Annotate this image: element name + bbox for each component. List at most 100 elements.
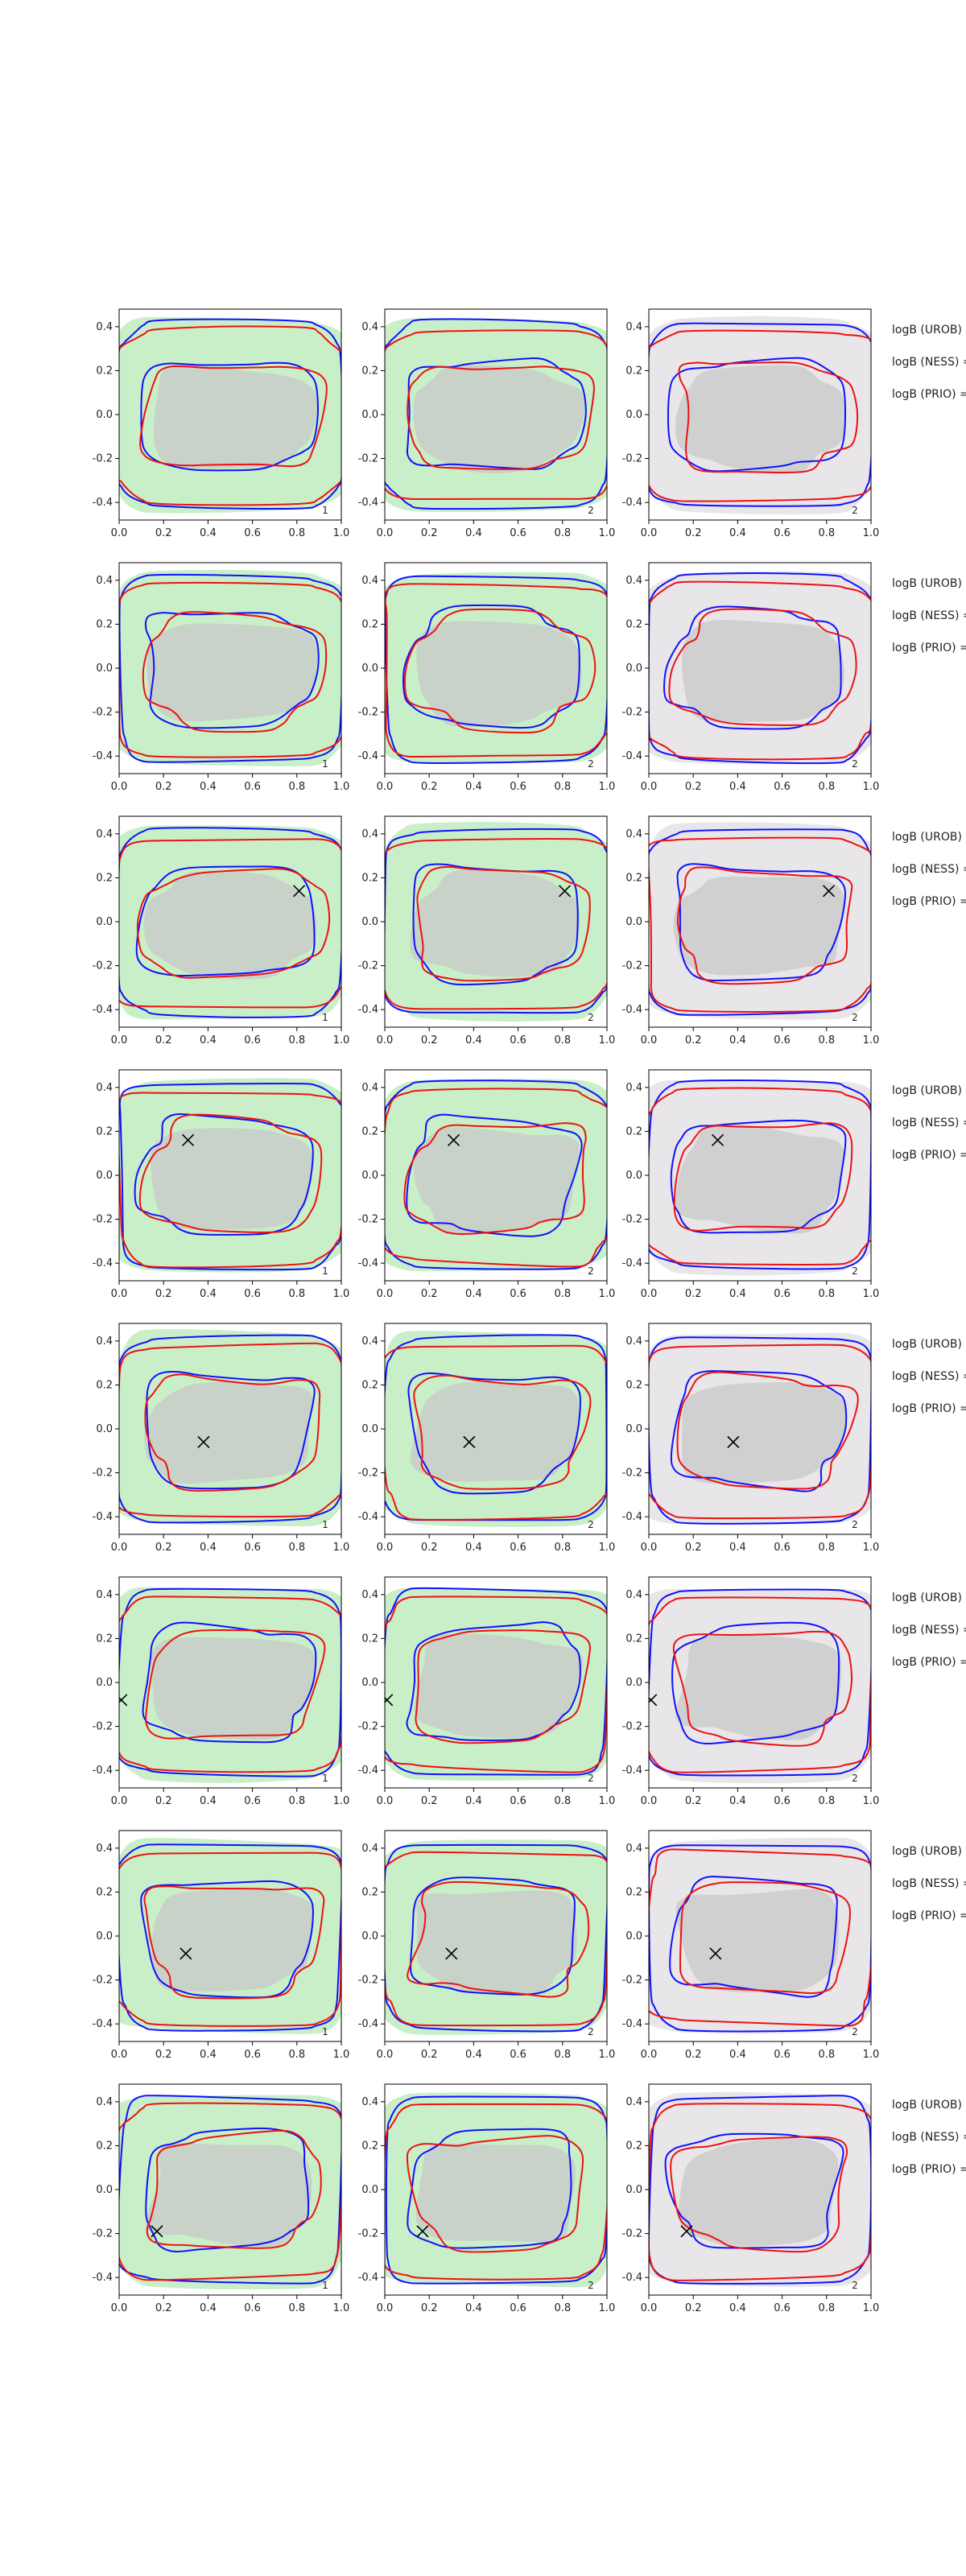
x-tick-label: 0.0 xyxy=(641,2302,658,2314)
inner-region xyxy=(143,870,317,980)
x-tick-label: 0.6 xyxy=(774,1542,791,1554)
y-tick-label: 0.4 xyxy=(96,1335,113,1348)
red-contour-inner xyxy=(144,1373,321,1492)
red-contour-inner xyxy=(145,1629,326,1740)
side-label-r7-2: logB (NESS) = xyxy=(892,1877,966,1890)
panel-corner-label: 2 xyxy=(588,505,594,516)
blue-contour-inner xyxy=(663,605,842,730)
y-tick-label: -0.2 xyxy=(93,707,113,719)
red-contour-outer xyxy=(385,1344,607,1521)
x-marker xyxy=(709,1947,722,1960)
y-tick-label: 0.2 xyxy=(96,365,113,377)
y-tick-label: 0.0 xyxy=(361,1677,378,1689)
panel-corner-label: 2 xyxy=(588,2026,594,2037)
inner-region xyxy=(673,876,844,976)
y-tick-label: 0.4 xyxy=(625,2096,642,2108)
x-tick-label: 0.2 xyxy=(685,1795,702,1807)
panel-corner-label: 2 xyxy=(852,1519,858,1530)
blue-contour-outer xyxy=(119,573,341,763)
y-tick-label: 0.2 xyxy=(625,1125,642,1137)
x-marker xyxy=(822,885,836,898)
x-tick-label: 0.2 xyxy=(685,527,702,539)
x-tick-label: 0.0 xyxy=(641,527,658,539)
y-tick-label: 0.0 xyxy=(96,1423,113,1435)
side-label-r1-2: logB (NESS) = xyxy=(892,356,966,369)
y-tick-label: 0.4 xyxy=(96,1843,113,1855)
x-tick-label: 0.0 xyxy=(641,1795,658,1807)
y-tick-label: -0.4 xyxy=(622,750,642,762)
x-tick-label: 1.0 xyxy=(863,1795,880,1807)
x-tick-label: 0.2 xyxy=(685,1542,702,1554)
x-tick-label: 0.6 xyxy=(510,2049,526,2061)
x-tick-label: 0.4 xyxy=(200,2302,217,2314)
blue-contour-inner xyxy=(406,1113,583,1237)
panel-r5-c1: 1 0.0 0.2 0.4 0.6 0.8 1.0 0.4 0.2 0.0 -0.2 -0.4 xyxy=(93,1323,349,1554)
y-tick-label: 0.2 xyxy=(625,1886,642,1898)
panel-r5-c2: 2 0.0 0.2 0.4 0.6 0.8 1.0 0.4 0.2 0.0 -0.2 -0.4 xyxy=(358,1323,615,1554)
x-tick-label: 0.8 xyxy=(554,1034,571,1046)
x-marker xyxy=(181,1133,195,1146)
y-tick-label: 0.4 xyxy=(96,1082,113,1094)
red-contour-inner xyxy=(406,2135,584,2253)
side-label-r4-2: logB (NESS) = xyxy=(892,1117,966,1129)
red-contour-outer xyxy=(385,838,607,1010)
red-contour-outer xyxy=(119,325,341,506)
y-tick-label: 0.0 xyxy=(625,409,642,421)
y-tick-label: 0.2 xyxy=(96,2140,113,2152)
y-tick-label: 0.0 xyxy=(361,1930,378,1942)
x-tick-label: 0.0 xyxy=(377,781,394,793)
red-contour-outer xyxy=(649,580,871,761)
x-marker xyxy=(680,2225,693,2238)
side-label-r1-1: logB (UROB) = xyxy=(892,324,966,336)
y-tick-label: -0.4 xyxy=(93,2272,113,2284)
y-tick-label: 0.4 xyxy=(625,1082,642,1094)
x-tick-label: 0.6 xyxy=(244,1795,261,1807)
y-tick-label: -0.4 xyxy=(93,1765,113,1777)
blue-contour-inner xyxy=(140,361,319,472)
panel-corner-label: 2 xyxy=(852,1012,858,1023)
x-tick-label: 0.8 xyxy=(288,2049,305,2061)
x-tick-label: 0.6 xyxy=(510,527,526,539)
y-tick-label: 0.0 xyxy=(625,1677,642,1689)
panel-corner-label: 2 xyxy=(588,758,594,770)
panel-corner-label: 1 xyxy=(322,1773,328,1784)
x-tick-label: 0.4 xyxy=(465,527,482,539)
x-tick-label: 0.8 xyxy=(554,527,571,539)
red-contour-inner xyxy=(673,1122,853,1232)
red-contour-inner xyxy=(403,1122,587,1235)
x-tick-label: 0.8 xyxy=(554,781,571,793)
blue-contour-inner xyxy=(142,1621,317,1744)
y-tick-label: 0.2 xyxy=(625,365,642,377)
inner-region xyxy=(413,1127,580,1234)
y-tick-label: 0.4 xyxy=(96,321,113,333)
y-tick-label: -0.4 xyxy=(358,2272,378,2284)
blue-contour-outer xyxy=(649,1080,871,1270)
y-tick-label: -0.2 xyxy=(93,1468,113,1480)
x-tick-label: 0.6 xyxy=(244,781,261,793)
red-contour-outer xyxy=(649,1596,871,1773)
blue-contour-inner xyxy=(406,357,587,470)
red-contour-outer xyxy=(385,329,607,501)
y-tick-label: 0.0 xyxy=(361,1170,378,1182)
x-tick-label: 0.8 xyxy=(288,1542,305,1554)
red-contour-outer xyxy=(385,1088,607,1268)
x-tick-label: 0.6 xyxy=(774,1795,791,1807)
x-tick-label: 1.0 xyxy=(333,1288,350,1300)
x-tick-label: 1.0 xyxy=(333,1795,350,1807)
blue-contour-outer xyxy=(119,1587,341,1777)
x-tick-label: 0.0 xyxy=(377,2049,394,2061)
red-contour-inner xyxy=(403,608,597,734)
blue-contour-outer xyxy=(649,2095,871,2285)
blue-contour-outer xyxy=(119,827,341,1018)
inner-region xyxy=(150,1128,313,1230)
x-marker xyxy=(151,2225,163,2238)
side-label-r5-1: logB (UROB) = xyxy=(892,1338,966,1351)
red-contour-inner xyxy=(672,1630,852,1747)
panel-corner-label: 2 xyxy=(588,1265,594,1277)
x-tick-label: 1.0 xyxy=(863,2302,880,2314)
side-label-r2-1: logB (UROB) = xyxy=(892,577,966,590)
inner-region xyxy=(151,1888,314,1992)
panel-corner-label: 1 xyxy=(322,1265,328,1277)
y-tick-label: 0.4 xyxy=(361,1589,378,1601)
y-tick-label: 0.0 xyxy=(625,663,642,675)
